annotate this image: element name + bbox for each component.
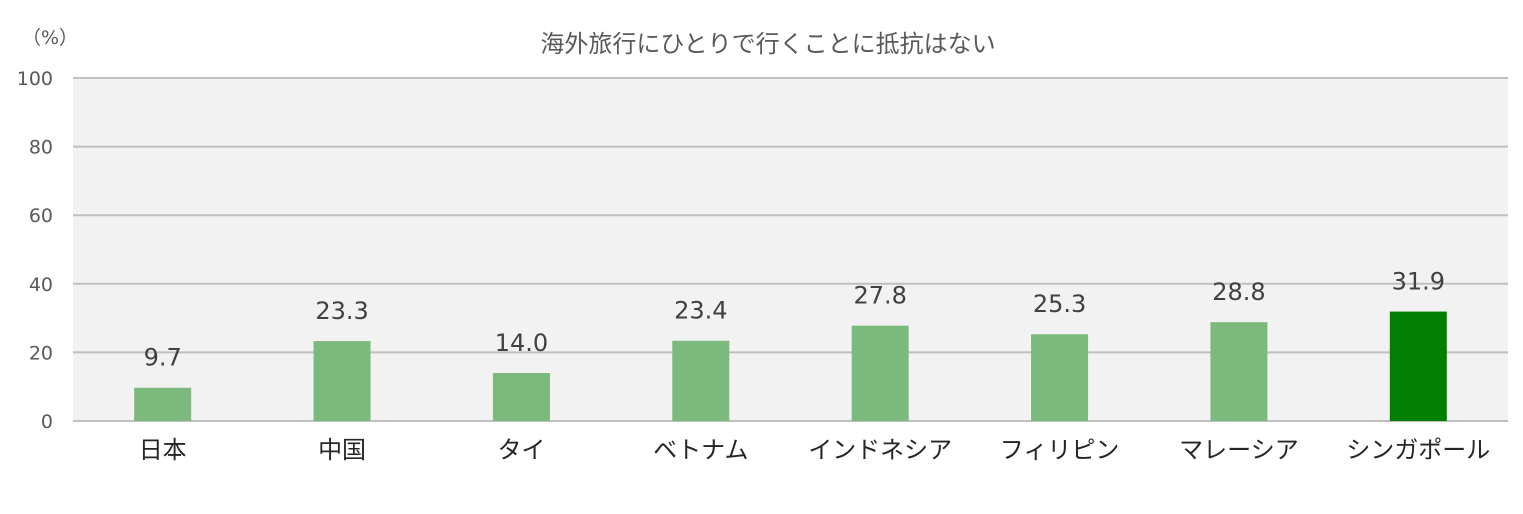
bar [851,325,909,421]
y-tick-label: 0 [41,411,53,433]
chart-title: 海外旅行にひとりで行くことに抵抗はない [540,30,995,58]
data-label: 23.3 [315,297,368,325]
x-tick-label: ベトナム [653,436,748,464]
y-tick-label: 100 [17,68,53,90]
y-tick-label: 20 [29,342,53,364]
bar [672,340,730,421]
x-axis: 日本 中国 タイ ベトナム インドネシア フィリピン マレーシア シンガポール [139,436,1491,464]
bar [313,341,371,421]
data-label: 14.0 [495,329,548,357]
x-tick-label: タイ [497,436,545,464]
data-label: 25.3 [1033,290,1086,318]
data-label: 31.9 [1392,268,1445,296]
bar [1389,311,1447,421]
x-tick-label: マレーシア [1179,436,1299,464]
bar [134,387,192,421]
bar [1210,322,1268,421]
data-labels: 9.7 23.3 14.0 23.4 27.8 25.3 28.8 31.9 [144,268,1445,372]
y-axis-unit-label: （%） [22,27,78,49]
x-tick-label: 中国 [318,436,366,464]
data-label: 27.8 [853,282,906,310]
bar [492,372,550,421]
gridlines [73,77,1508,422]
y-axis: 0 20 40 60 80 100 [17,68,53,433]
x-tick-label: 日本 [139,436,187,464]
x-tick-label: インドネシア [808,436,952,464]
y-tick-label: 80 [29,137,53,159]
plot-area [73,78,1508,421]
data-label: 9.7 [144,344,182,372]
data-label: 28.8 [1212,278,1265,306]
data-label: 23.4 [674,297,727,325]
x-tick-label: シンガポール [1346,436,1490,464]
y-tick-label: 40 [29,274,53,296]
x-tick-label: フィリピン [1000,436,1120,464]
y-tick-label: 60 [29,205,53,227]
bars [134,311,1447,421]
bar [1031,334,1089,421]
